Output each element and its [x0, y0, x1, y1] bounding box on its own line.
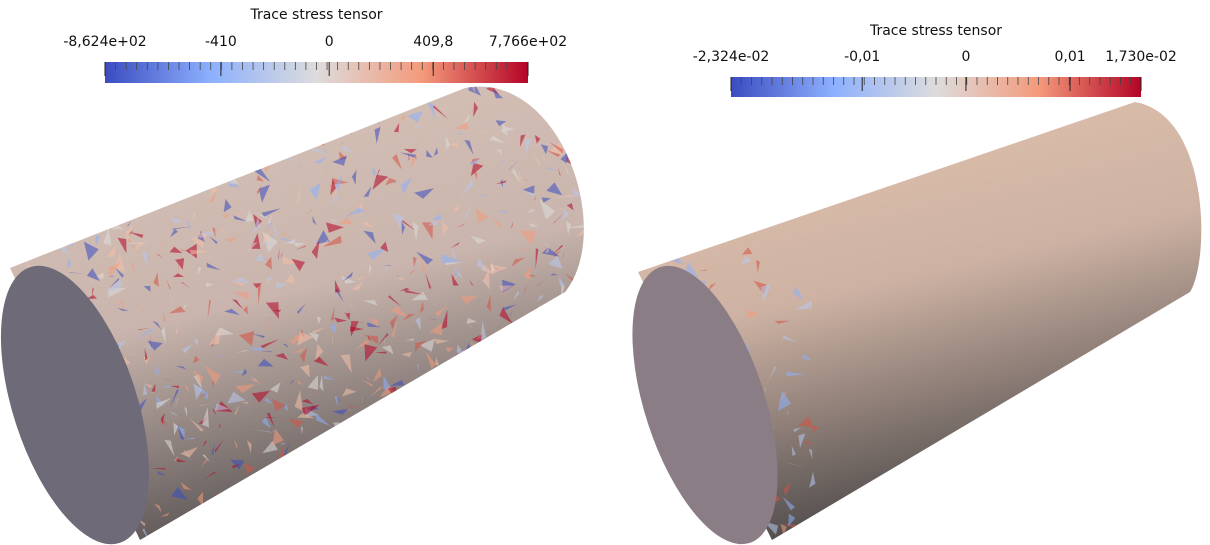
colorbar-title: Trace stress tensor: [249, 7, 382, 23]
colorbar-label: -2,324e-02: [693, 49, 770, 65]
colorbar-label: 409,8: [413, 34, 453, 50]
cylinder-left: [0, 86, 584, 545]
colorbar-label: 0: [961, 49, 970, 65]
colorbar-label: -8,624e+02: [63, 34, 146, 50]
colorbar-label: 7,766e+02: [489, 34, 567, 50]
colorbar-label: 1,730e-02: [1105, 49, 1177, 65]
colorbar-label: 0,01: [1054, 49, 1085, 65]
colorbar-label: -0,01: [844, 49, 880, 65]
colorbar-title: Trace stress tensor: [869, 23, 1002, 39]
colorbar-label: -410: [205, 34, 237, 50]
colorbar: Trace stress tensor -2,324e-02 -0,01 0 0,01 1…: [693, 23, 1177, 97]
colorbar-label: 0: [325, 34, 334, 50]
colorbar: Trace stress tensor -8,624e+02 -410 0 409,8 7…: [63, 7, 567, 83]
cylinder-right: [632, 102, 1202, 545]
